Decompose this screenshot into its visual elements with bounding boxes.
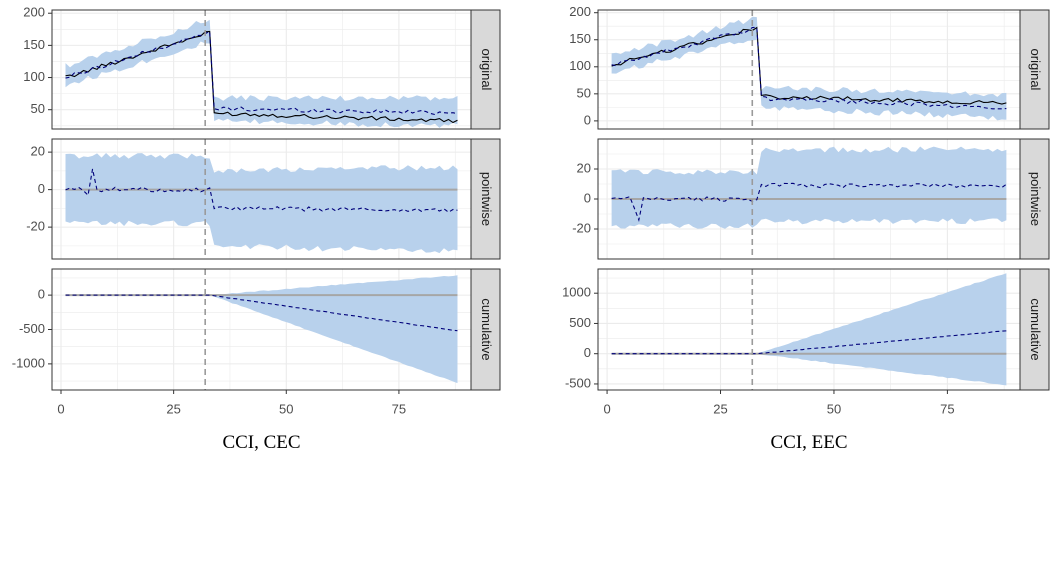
chart-caption: CCI, EEC	[770, 432, 847, 453]
y-tick-label: 0	[584, 345, 591, 360]
y-tick-label: 0	[584, 190, 591, 205]
chart-caption: CCI, CEC	[222, 432, 300, 453]
effect-series-line	[65, 294, 458, 332]
effect-series-line	[611, 330, 1007, 355]
x-tick-label: 0	[603, 401, 610, 416]
y-tick-label: 0	[38, 287, 45, 302]
x-tick-label: 75	[940, 401, 954, 416]
y-tick-label: 50	[577, 85, 591, 100]
y-tick-label: 150	[23, 37, 45, 52]
x-tick-label: 75	[392, 401, 406, 416]
confidence-band	[65, 19, 458, 128]
x-tick-label: 25	[713, 401, 727, 416]
y-tick-label: 150	[569, 31, 591, 46]
facet-strip-label: pointwise	[1028, 172, 1043, 226]
predicted-series-line	[611, 26, 1007, 110]
panel-original: original 0 50 100 150 200	[569, 4, 1050, 130]
confidence-band	[611, 273, 1007, 386]
y-tick-label: -20	[572, 220, 591, 235]
y-tick-label: -1000	[12, 355, 45, 370]
confidence-band	[611, 16, 1007, 121]
predicted-series-line	[65, 30, 458, 116]
y-tick-label: -500	[565, 375, 591, 390]
facet-strip	[470, 138, 501, 260]
y-tick-label: 0	[38, 181, 45, 196]
y-tick-label: 500	[569, 315, 591, 330]
facet-strip-label: original	[479, 49, 494, 91]
y-tick-label: 200	[569, 4, 591, 19]
x-tick-label: 0	[57, 401, 64, 416]
confidence-band	[65, 152, 458, 254]
panel-cumulative: cumulative -500 0 500 1000	[562, 268, 1050, 391]
y-tick-label: 1000	[562, 285, 591, 300]
facet-strip	[1019, 9, 1050, 130]
facet-strip	[470, 268, 501, 391]
facet-strip	[470, 9, 501, 130]
chart-1: original 50 100 150 200 pointwise -20 0 20 cumula…	[12, 5, 501, 453]
facet-strip-label: pointwise	[479, 172, 494, 226]
panel-original: original 50 100 150 200	[23, 5, 501, 130]
y-tick-label: 20	[31, 144, 45, 159]
panel-cumulative: cumulative -1000 -500 0	[12, 268, 501, 391]
facet-strip-label: original	[1028, 49, 1043, 91]
confidence-band	[611, 146, 1007, 229]
panel-pointwise: pointwise -20 0 20	[26, 138, 501, 260]
x-tick-label: 50	[279, 401, 293, 416]
effect-series-line	[611, 182, 1007, 222]
y-tick-label: -20	[26, 219, 45, 234]
y-tick-label: 200	[23, 5, 45, 20]
facet-strip	[1019, 268, 1050, 391]
y-tick-label: 100	[23, 69, 45, 84]
y-tick-label: 0	[584, 112, 591, 127]
chart-2: original 0 50 100 150 200 pointwise -20 0 20 cumul…	[562, 4, 1050, 453]
y-tick-label: 100	[569, 58, 591, 73]
panel-pointwise: pointwise -20 0 20	[572, 138, 1050, 260]
y-tick-label: -500	[19, 321, 45, 336]
y-tick-label: 20	[577, 160, 591, 175]
x-tick-label: 50	[827, 401, 841, 416]
facet-strip-label: cumulative	[479, 298, 494, 360]
facet-strip-label: cumulative	[1028, 298, 1043, 360]
y-tick-label: 50	[31, 101, 45, 116]
x-tick-label: 25	[166, 401, 180, 416]
actual-series-line	[65, 30, 458, 124]
confidence-band	[65, 275, 458, 384]
facet-strip	[1019, 138, 1050, 260]
